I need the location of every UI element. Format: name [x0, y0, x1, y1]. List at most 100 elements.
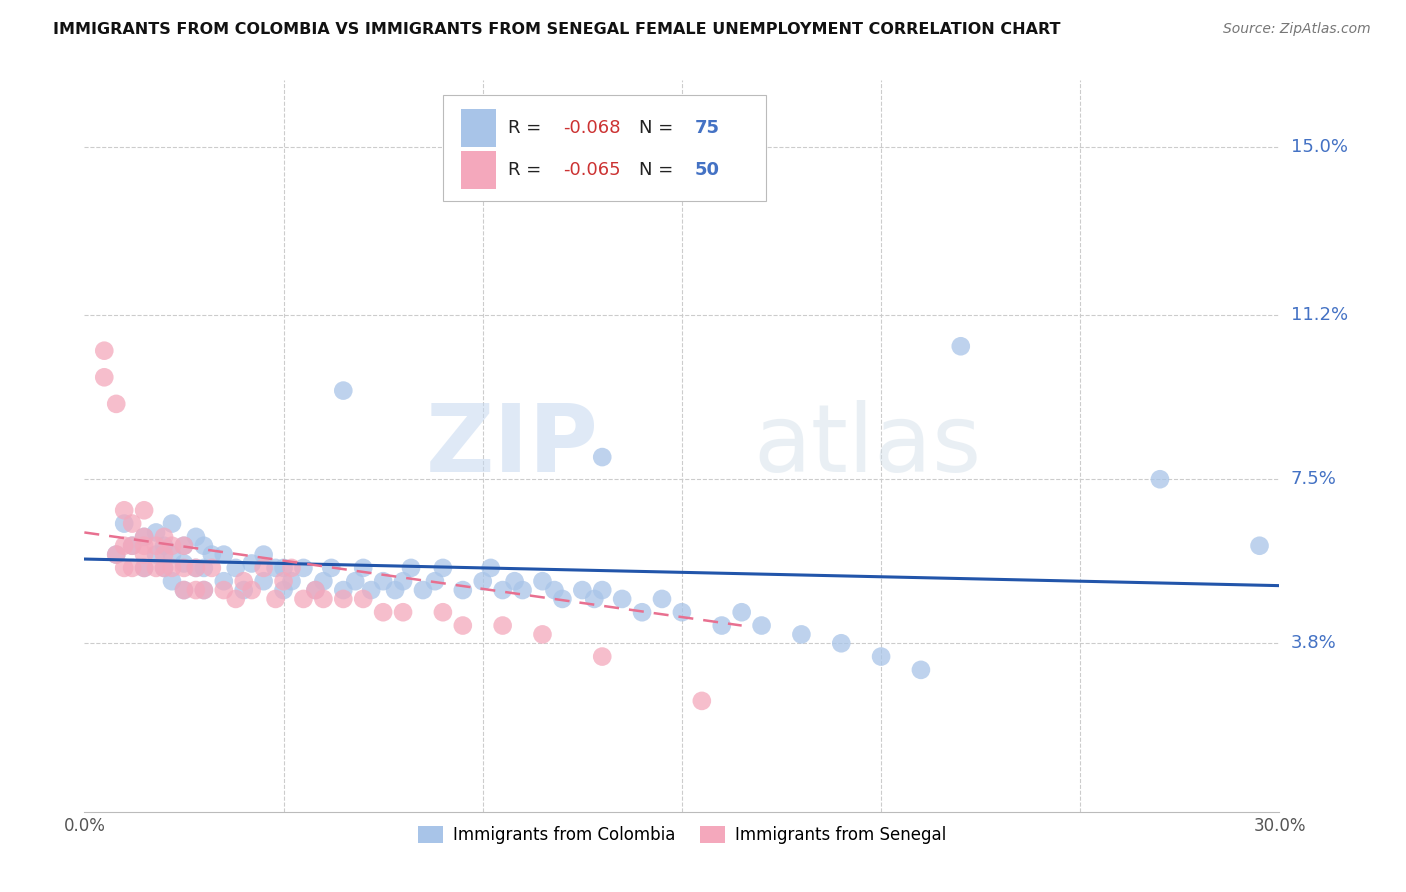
Point	[332, 583, 354, 598]
Point	[352, 591, 374, 606]
FancyBboxPatch shape	[461, 109, 496, 147]
Text: R =: R =	[508, 161, 547, 178]
Point	[212, 548, 235, 562]
Point	[240, 583, 263, 598]
Point	[160, 548, 183, 562]
Point	[93, 343, 115, 358]
Point	[132, 561, 156, 575]
Point	[292, 561, 315, 575]
Text: -0.065: -0.065	[562, 161, 620, 178]
Point	[225, 561, 247, 575]
Point	[583, 591, 606, 606]
Point	[145, 548, 167, 562]
Point	[671, 605, 693, 619]
Point	[153, 561, 176, 575]
Point	[145, 525, 167, 540]
Text: 50: 50	[695, 161, 720, 178]
Point	[240, 557, 263, 571]
Point	[145, 539, 167, 553]
Point	[1249, 539, 1271, 553]
Point	[145, 561, 167, 575]
Point	[531, 574, 554, 589]
Point	[690, 694, 713, 708]
Point	[212, 574, 235, 589]
Point	[651, 591, 673, 606]
Point	[264, 561, 287, 575]
Text: 15.0%: 15.0%	[1291, 137, 1347, 156]
Point	[432, 605, 454, 619]
Point	[830, 636, 852, 650]
Point	[360, 583, 382, 598]
Point	[551, 591, 574, 606]
Point	[184, 561, 207, 575]
Point	[280, 574, 302, 589]
Point	[471, 574, 494, 589]
Point	[512, 583, 534, 598]
Point	[304, 583, 326, 598]
Point	[432, 561, 454, 575]
Point	[121, 561, 143, 575]
Point	[160, 516, 183, 531]
Point	[543, 583, 565, 598]
Point	[132, 503, 156, 517]
Point	[184, 561, 207, 575]
Point	[121, 516, 143, 531]
Point	[392, 605, 415, 619]
Text: -0.068: -0.068	[562, 120, 620, 137]
Point	[531, 627, 554, 641]
Point	[184, 583, 207, 598]
Point	[392, 574, 415, 589]
Point	[112, 561, 135, 575]
Point	[132, 561, 156, 575]
Text: atlas: atlas	[754, 400, 981, 492]
Point	[173, 561, 195, 575]
Point	[253, 561, 276, 575]
Point	[332, 384, 354, 398]
Point	[479, 561, 502, 575]
Point	[160, 574, 183, 589]
Point	[949, 339, 972, 353]
Text: R =: R =	[508, 120, 547, 137]
Point	[225, 591, 247, 606]
Point	[451, 618, 474, 632]
Point	[153, 539, 176, 553]
Text: 75: 75	[695, 120, 720, 137]
Text: IMMIGRANTS FROM COLOMBIA VS IMMIGRANTS FROM SENEGAL FEMALE UNEMPLOYMENT CORRELAT: IMMIGRANTS FROM COLOMBIA VS IMMIGRANTS F…	[53, 22, 1062, 37]
Point	[492, 618, 515, 632]
Point	[232, 583, 254, 598]
Point	[292, 591, 315, 606]
Point	[153, 561, 176, 575]
Text: ZIP: ZIP	[426, 400, 599, 492]
Point	[112, 539, 135, 553]
Point	[160, 561, 183, 575]
Point	[193, 583, 215, 598]
Point	[153, 548, 176, 562]
Point	[321, 561, 343, 575]
Point	[312, 574, 335, 589]
Text: N =: N =	[640, 120, 679, 137]
Point	[132, 530, 156, 544]
Point	[264, 591, 287, 606]
Point	[304, 583, 326, 598]
Point	[571, 583, 593, 598]
Point	[193, 583, 215, 598]
Point	[373, 574, 395, 589]
Point	[173, 557, 195, 571]
Point	[631, 605, 654, 619]
Point	[193, 539, 215, 553]
Text: 3.8%: 3.8%	[1291, 634, 1336, 652]
Point	[173, 583, 195, 598]
Point	[112, 503, 135, 517]
Point	[312, 591, 335, 606]
Point	[105, 397, 128, 411]
Point	[910, 663, 932, 677]
Point	[412, 583, 434, 598]
Point	[253, 574, 276, 589]
Point	[332, 591, 354, 606]
Point	[132, 530, 156, 544]
Point	[373, 605, 395, 619]
Point	[212, 583, 235, 598]
Point	[591, 649, 613, 664]
Point	[492, 583, 515, 598]
Point	[184, 530, 207, 544]
